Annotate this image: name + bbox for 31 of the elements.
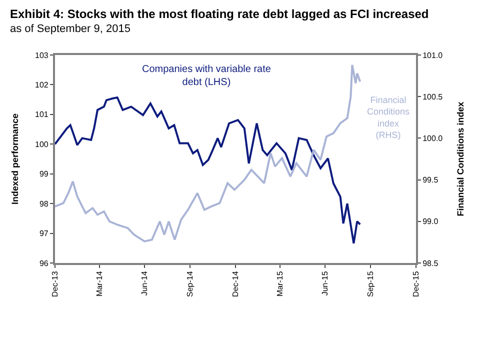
chart-subtitle: as of September 9, 2015 bbox=[10, 23, 130, 35]
y2-tick-label: 99.5 bbox=[422, 176, 439, 185]
x-tick-label: Dec-15 bbox=[412, 270, 421, 297]
y-tick-label: 103 bbox=[35, 50, 49, 60]
series-label: Companies with variable rate debt (LHS) bbox=[142, 64, 272, 88]
x-tick-label: Sep-15 bbox=[366, 270, 376, 297]
y2-tick-label: 99.0 bbox=[422, 217, 439, 226]
x-tick-label: Dec-13 bbox=[50, 270, 60, 297]
series-label: Financial Conditions index (RHS) bbox=[367, 95, 410, 140]
y-tick-label: 100 bbox=[35, 140, 49, 149]
y-tick-label: 102 bbox=[35, 80, 49, 90]
y2-axis-title: Financial Conditions index bbox=[455, 102, 466, 216]
line-series bbox=[55, 96, 362, 244]
x-tick-label: Mar-15 bbox=[276, 270, 285, 297]
y-tick-label: 98 bbox=[39, 199, 49, 208]
x-tick-label: Mar-14 bbox=[95, 270, 104, 297]
y-tick-label: 99 bbox=[39, 170, 49, 179]
y2-tick-label: 100.5 bbox=[422, 92, 444, 102]
x-tick-label: Sep-14 bbox=[186, 270, 195, 297]
x-tick-label: Jun-14 bbox=[140, 270, 150, 296]
y-tick-label: 101 bbox=[35, 110, 49, 120]
y2-tick-label: 100.0 bbox=[422, 134, 444, 143]
x-tick-label: Dec-14 bbox=[231, 270, 240, 297]
y-axis-title: Indexed performance bbox=[10, 113, 20, 205]
y-tick-label: 97 bbox=[39, 229, 49, 238]
line-series bbox=[55, 64, 362, 242]
chart-title: Exhibit 4: Stocks with the most floating rate debt lagged as FCI increased bbox=[10, 7, 429, 21]
y2-tick-label: 98.5 bbox=[422, 258, 439, 268]
y-tick-label: 96 bbox=[39, 258, 49, 268]
x-tick-label: Jun-15 bbox=[320, 270, 330, 296]
y2-tick-label: 101.0 bbox=[422, 50, 444, 60]
